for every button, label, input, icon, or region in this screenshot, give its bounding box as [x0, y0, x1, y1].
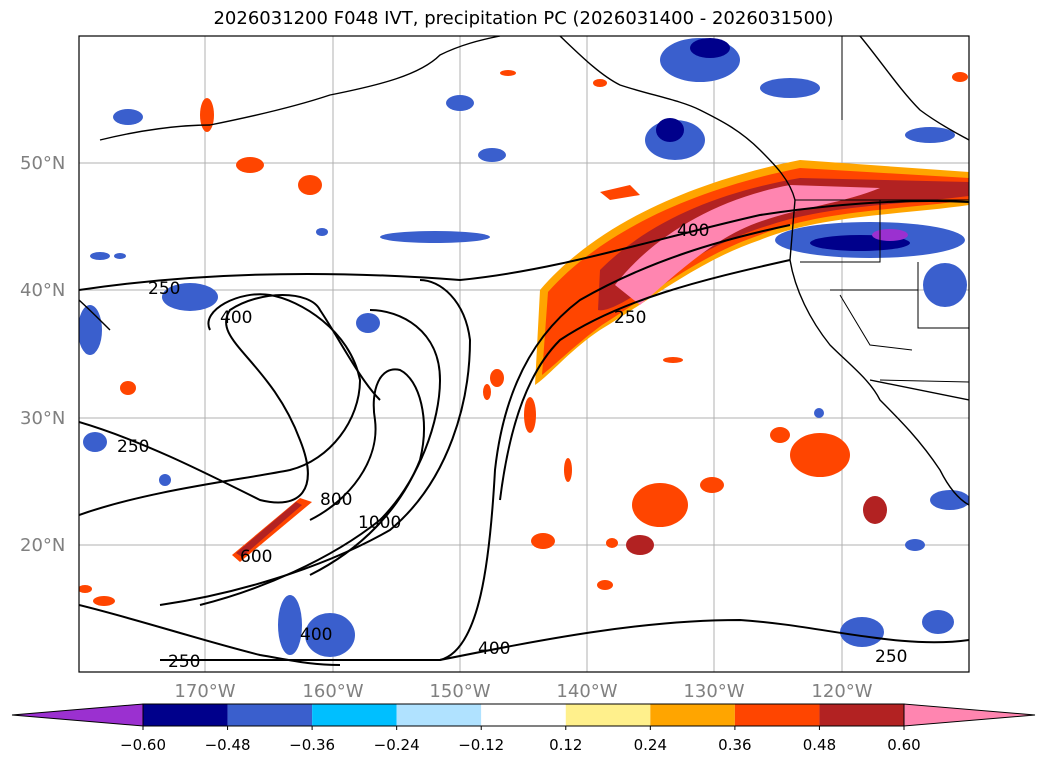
colorbar-tick-label: −0.48	[205, 736, 251, 754]
colorbar-extend-max	[903, 703, 1036, 727]
colorbar-tick-label: 0.24	[634, 736, 667, 754]
contour-label: 400	[478, 639, 510, 659]
lat-label-30n: 30°N	[20, 408, 65, 429]
lat-label-20n: 20°N	[20, 535, 65, 556]
contour-label: 250	[117, 437, 149, 457]
colorbar-box	[227, 704, 313, 726]
contour-label: 600	[240, 547, 272, 567]
colorbar: −0.60 −0.48 −0.36 −0.24 −0.12 0.12 0.24 0.36 0.4…	[11, 703, 1036, 754]
colorbar-tick-label: 0.60	[887, 736, 920, 754]
contour-label: 1000	[358, 513, 401, 533]
political-boundaries	[795, 36, 969, 383]
positive-pc-plume	[535, 160, 969, 385]
colorbar-box	[650, 704, 735, 726]
contour-label: 250	[614, 308, 646, 328]
colorbar-box	[565, 704, 651, 726]
contour-label: 800	[320, 490, 352, 510]
coastlines	[79, 36, 969, 506]
colorbar-tick-label: 0.12	[549, 736, 582, 754]
colorbar-box	[734, 704, 820, 726]
contour-label: 400	[220, 308, 252, 328]
colorbar-box	[143, 704, 228, 726]
longitude-labels: 170°W 160°W 150°W 140°W 130°W 120°W	[174, 681, 872, 702]
contour-label: 400	[677, 221, 709, 241]
contour-labels: 250 400 400 250 250 400 800 1000 600 400…	[117, 221, 907, 672]
colorbar-tick-label: −0.12	[458, 736, 504, 754]
lat-label-50n: 50°N	[20, 153, 65, 174]
contour-label: 400	[300, 625, 332, 645]
map-title: 2026031200 F048 IVT, precipitation PC (2…	[213, 8, 834, 29]
lon-label-160w: 160°W	[302, 681, 363, 702]
negative-pc-blobs	[79, 38, 969, 657]
contour-label: 250	[875, 647, 907, 667]
colorbar-outline	[142, 703, 905, 727]
lon-label-170w: 170°W	[174, 681, 235, 702]
colorbar-tick-label: −0.60	[120, 736, 166, 754]
lon-label-140w: 140°W	[556, 681, 617, 702]
colorbar-box	[396, 704, 482, 726]
map-frame	[78, 35, 970, 673]
contour-label: 250	[148, 279, 180, 299]
colorbar-extend-min	[11, 703, 144, 727]
positive-pc-blobs	[79, 70, 968, 606]
lon-label-150w: 150°W	[429, 681, 490, 702]
latitude-labels: 50°N 40°N 30°N 20°N	[20, 153, 65, 556]
colorbar-box	[481, 704, 566, 726]
ivt-contours	[79, 200, 969, 666]
lon-label-130w: 130°W	[683, 681, 744, 702]
colorbar-box	[312, 704, 397, 726]
colorbar-tick-label: −0.36	[289, 736, 335, 754]
colorbar-tick-label: 0.48	[803, 736, 836, 754]
contour-label: 250	[168, 652, 200, 672]
lon-label-120w: 120°W	[811, 681, 872, 702]
colorbar-tick-label: 0.36	[718, 736, 751, 754]
colorbar-box	[819, 704, 904, 726]
graticule	[79, 36, 969, 672]
colorbar-tick-label: −0.24	[374, 736, 420, 754]
lat-label-40n: 40°N	[20, 280, 65, 301]
